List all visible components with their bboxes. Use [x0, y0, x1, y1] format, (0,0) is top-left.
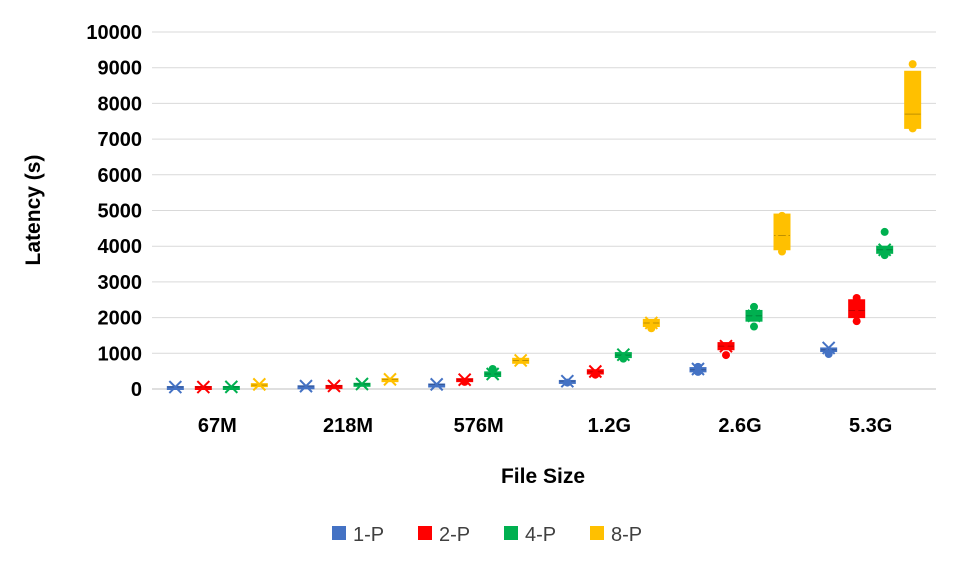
- mean-marker: [224, 380, 239, 394]
- outlier-point: [908, 72, 917, 81]
- outlier-point: [619, 354, 628, 363]
- outlier-point: [488, 365, 497, 374]
- outlier-point: [460, 377, 469, 386]
- mean-marker: [485, 367, 500, 381]
- mean-marker: [168, 380, 183, 394]
- outlier-point: [824, 350, 833, 359]
- mean-marker: [196, 380, 211, 394]
- outlier-point: [778, 247, 786, 256]
- outlier-point: [908, 60, 917, 69]
- y-tick-label: 10000: [86, 22, 142, 44]
- y-tick-label: 4000: [98, 236, 143, 258]
- y-tick-label: 3000: [98, 272, 143, 294]
- mean-marker: [513, 353, 528, 368]
- legend-label: 2-P: [439, 524, 470, 546]
- mean-marker: [747, 309, 761, 323]
- series-8-P: [250, 60, 922, 392]
- x-tick-label: 2.6G: [718, 415, 761, 437]
- mean-marker: [877, 243, 892, 257]
- legend-label: 1-P: [353, 524, 384, 546]
- legend-swatch: [590, 526, 604, 540]
- outlier-point: [647, 324, 656, 333]
- outlier-point: [694, 362, 702, 371]
- legend-label: 8-P: [611, 524, 642, 546]
- outlier-point: [852, 317, 861, 326]
- y-tick-label: 5000: [98, 201, 143, 223]
- series-1-P: [166, 341, 838, 394]
- mean-marker: [252, 377, 267, 392]
- mean-marker: [775, 223, 789, 237]
- x-tick-label: 576M: [454, 415, 504, 437]
- y-tick-label: 2000: [98, 308, 143, 330]
- y-tick-label: 7000: [98, 129, 143, 151]
- outlier-point: [750, 302, 758, 311]
- outlier-point: [722, 351, 730, 360]
- x-tick-label: 1.2G: [588, 415, 631, 437]
- outlier-point: [591, 370, 600, 379]
- legend-swatch: [332, 526, 346, 540]
- mean-marker: [849, 303, 864, 318]
- x-tick-label: 67M: [198, 415, 237, 437]
- x-axis-tick-labels: 67M 218M 576M 1.2G 2.6G 5.3G: [198, 415, 892, 437]
- outlier-point: [750, 322, 758, 331]
- x-axis-title: File Size: [501, 465, 585, 488]
- legend-label: 4-P: [525, 524, 556, 546]
- legend-swatch: [418, 526, 432, 540]
- mean-marker: [644, 316, 659, 330]
- mean-marker: [905, 93, 920, 107]
- outlier-point: [880, 227, 889, 236]
- gridlines: [152, 31, 936, 390]
- series-2-P: [194, 293, 866, 394]
- x-tick-label: 218M: [323, 415, 373, 437]
- outlier-point: [852, 293, 861, 302]
- y-tick-label: 9000: [98, 58, 143, 80]
- y-axis-tick-labels: 0 1000 2000 3000 4000 5000 6000 7000 8000 9000 100…: [86, 22, 142, 401]
- mean-marker: [355, 377, 369, 391]
- legend-swatch: [504, 526, 518, 540]
- series-4-P: [222, 227, 894, 394]
- y-tick-label: 0: [131, 379, 142, 401]
- mean-marker: [821, 341, 836, 355]
- y-axis-title: Latency (s): [22, 155, 45, 266]
- outlier-point: [880, 251, 889, 260]
- outlier-point: [908, 124, 917, 133]
- mean-marker: [429, 377, 444, 392]
- mean-marker: [383, 372, 397, 387]
- outlier-point: [778, 211, 786, 220]
- y-tick-label: 1000: [98, 343, 143, 365]
- mean-marker: [719, 339, 733, 353]
- mean-marker: [299, 379, 313, 393]
- x-tick-label: 5.3G: [849, 415, 892, 437]
- y-tick-label: 8000: [98, 93, 143, 115]
- y-tick-label: 6000: [98, 165, 143, 187]
- legend: 1-P 2-P 4-P 8-P: [332, 524, 642, 546]
- mean-marker: [327, 379, 341, 393]
- plot-area: [166, 60, 922, 394]
- outlier-point: [563, 378, 572, 387]
